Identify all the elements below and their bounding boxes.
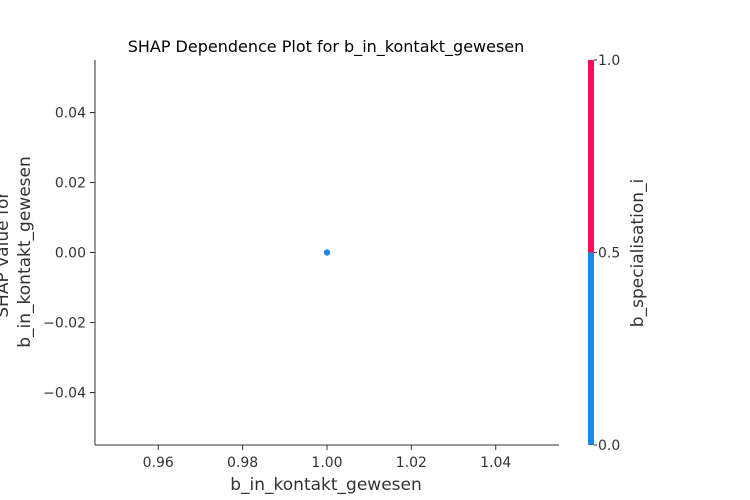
scatter-point [323, 249, 331, 256]
y-axis-label: SHAP value for b_in_kontakt_gewesen [0, 156, 35, 348]
x-axis-ticks: 0.96 0.98 1.00 1.02 1.04 [143, 445, 511, 471]
x-tick-label: 0.98 [227, 455, 258, 471]
colorbar-segment [588, 252, 594, 445]
y-tick-label: 0.02 [55, 176, 86, 192]
colorbar-tick-label: 1.0 [598, 53, 620, 69]
x-tick-label: 1.02 [396, 455, 427, 471]
colorbar-segment [588, 60, 594, 253]
x-tick-label: 1.00 [311, 455, 342, 471]
x-tick-label: 1.04 [480, 455, 511, 471]
colorbar-tick-label: 0.5 [598, 246, 620, 262]
scatter-points [323, 249, 331, 256]
y-axis-label-line-2: b_in_kontakt_gewesen [15, 156, 35, 348]
x-tick-label: 0.96 [143, 455, 174, 471]
colorbar-label: b_specialisation_i [628, 179, 648, 327]
y-tick-label: 0.04 [55, 106, 86, 122]
y-tick-label: −0.02 [43, 316, 86, 332]
y-axis-label-line-1: SHAP value for [0, 192, 13, 318]
y-tick-label: 0.00 [55, 246, 86, 262]
y-tick-label: −0.04 [43, 386, 86, 402]
y-axis-ticks: 0.04 0.02 0.00 −0.02 −0.04 [43, 106, 95, 402]
x-axis-label: b_in_kontakt_gewesen [230, 475, 422, 495]
chart-title: SHAP Dependence Plot for b_in_kontakt_ge… [128, 37, 525, 57]
colorbar: 0.0 0.5 1.0 [588, 53, 620, 454]
colorbar-tick-label: 0.0 [598, 438, 620, 454]
